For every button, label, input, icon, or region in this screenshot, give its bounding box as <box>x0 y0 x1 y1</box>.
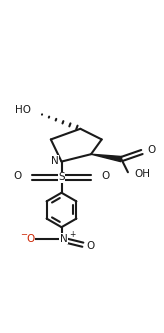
Text: S: S <box>58 172 65 182</box>
Polygon shape <box>91 154 122 162</box>
Text: N: N <box>51 156 59 166</box>
Text: O: O <box>147 145 155 155</box>
Text: −: − <box>20 230 27 239</box>
Text: O: O <box>26 234 34 244</box>
Text: N: N <box>60 234 67 244</box>
Text: O: O <box>13 171 21 181</box>
Text: +: + <box>69 230 75 239</box>
Text: O: O <box>102 171 110 181</box>
Text: OH: OH <box>134 169 150 179</box>
Text: O: O <box>86 241 95 251</box>
Text: HO: HO <box>15 105 31 115</box>
